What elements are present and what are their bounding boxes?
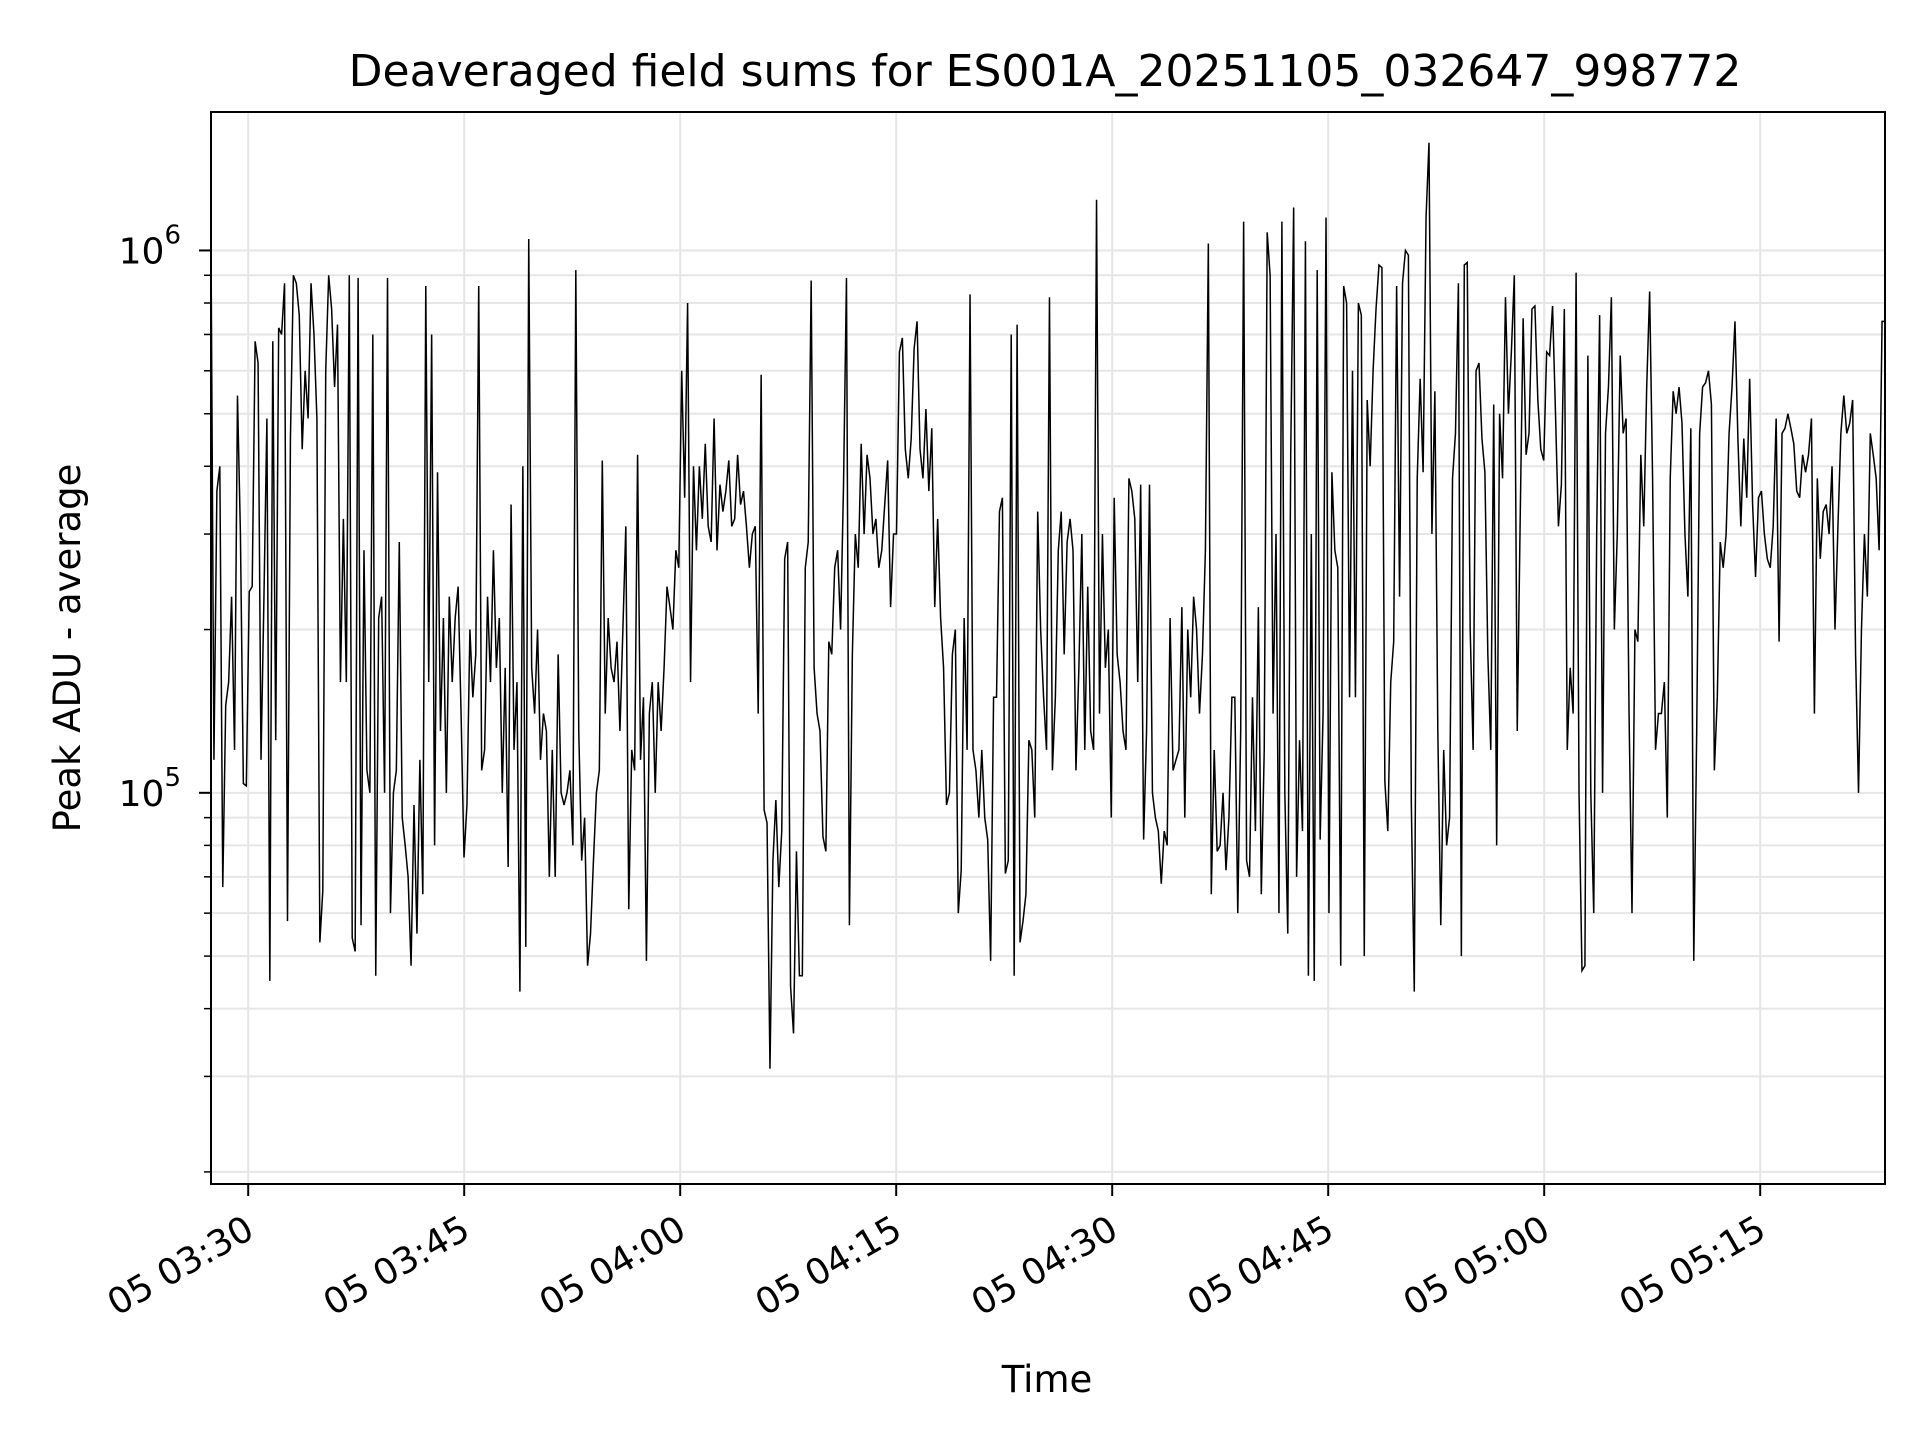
plot-area-frame	[210, 111, 1886, 1185]
x-axis-label: Time	[1001, 1358, 1093, 1401]
series-layer	[210, 142, 1885, 1069]
chart-title: Deaveraged field sums for ES001A_2025110…	[349, 46, 1742, 97]
series-line	[210, 142, 1885, 1069]
y-tick-base: 10	[119, 774, 165, 815]
y-tick-exponent: 6	[164, 220, 181, 250]
y-tick-exponent: 5	[164, 763, 181, 793]
y-tick-label: 106	[119, 220, 181, 272]
y-axis-label: Peak ADU - average	[46, 464, 89, 833]
y-tick-label: 105	[119, 763, 181, 815]
y-tick-base: 10	[119, 231, 165, 272]
